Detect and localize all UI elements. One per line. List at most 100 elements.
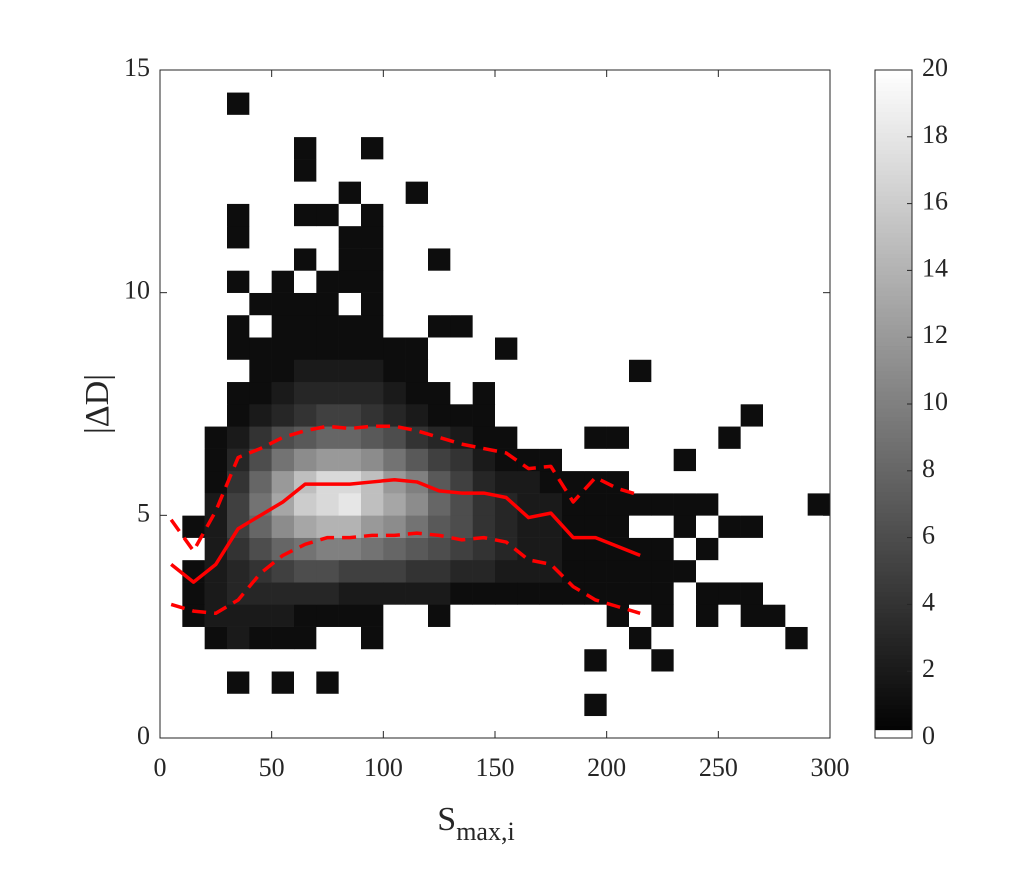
heat-cell (539, 225, 563, 249)
heat-cell (673, 381, 697, 405)
heat-cell (807, 248, 831, 271)
heat-cell (450, 582, 473, 605)
heat-cell (495, 337, 518, 360)
heat-cell (405, 70, 429, 93)
heat-cell (718, 715, 741, 739)
heat-cell (450, 292, 473, 316)
colorbar-step (875, 629, 912, 635)
colorbar-step (875, 516, 912, 522)
heat-cell (562, 136, 585, 160)
heat-cell (316, 582, 339, 605)
heat-cell (450, 314, 473, 338)
heat-cell (673, 314, 697, 338)
heat-cell (249, 270, 272, 293)
heat-cell (763, 159, 786, 182)
heat-cell (204, 337, 228, 360)
heat-cell (495, 248, 518, 271)
heat-cell (696, 248, 719, 271)
colorbar-step (875, 633, 912, 639)
x-tick-label: 250 (699, 753, 738, 782)
heat-cell (361, 493, 384, 516)
heat-cell (428, 693, 451, 717)
heat-cell (785, 693, 808, 717)
heat-cell (428, 292, 451, 316)
heat-cell (249, 337, 272, 360)
heat-cell (562, 181, 585, 204)
heat-cell (361, 404, 384, 427)
heat-cell (785, 136, 808, 160)
heat-cell (584, 604, 607, 627)
colorbar-step (875, 733, 912, 739)
heat-cell (249, 181, 272, 204)
heat-cell (160, 92, 183, 115)
heat-cell (562, 604, 585, 627)
colorbar-step (875, 270, 912, 276)
heat-cell (606, 225, 630, 249)
heat-cell (740, 159, 764, 182)
heat-cell (539, 359, 563, 383)
heat-cell (495, 537, 518, 561)
heat-cell (204, 92, 228, 115)
colorbar-step (875, 216, 912, 221)
heat-cell (740, 648, 764, 672)
heat-cell (517, 314, 540, 338)
heat-cell (227, 582, 250, 605)
colorbar-step (875, 721, 912, 726)
heat-cell (696, 493, 719, 516)
heat-cell (338, 448, 362, 472)
heat-cell (763, 292, 786, 316)
colorbar-step (875, 282, 912, 288)
heat-cell (696, 715, 719, 739)
heat-cell (472, 493, 496, 516)
heat-cell (740, 715, 764, 739)
colorbar-step (875, 312, 912, 317)
heat-cell (160, 515, 183, 538)
heat-cell (227, 314, 250, 338)
heat-cell (160, 604, 183, 627)
colorbar-step (875, 199, 912, 205)
heat-cell (472, 70, 496, 93)
heat-cell (271, 159, 295, 182)
colorbar-step (875, 307, 912, 313)
heat-cell (383, 114, 406, 138)
heat-cell (763, 715, 786, 739)
heat-cell (740, 693, 764, 717)
x-label-main: S (437, 801, 456, 838)
heat-cell (584, 671, 607, 694)
colorbar-step (875, 132, 912, 138)
heat-cell (316, 114, 339, 138)
colorbar-step (875, 149, 912, 154)
heat-cell (249, 114, 272, 138)
colorbar-step (875, 74, 912, 79)
heat-cell (517, 715, 540, 739)
colorbar-step (875, 161, 912, 167)
heat-cell (383, 159, 406, 182)
heat-cell (472, 225, 496, 249)
heat-cell (316, 715, 339, 739)
heat-cell (718, 225, 741, 249)
heat-cell (539, 203, 563, 227)
heat-cell (718, 359, 741, 383)
heat-cell (249, 225, 272, 249)
heat-cell (160, 203, 183, 227)
heat-cell (160, 448, 183, 472)
colorbar-step (875, 191, 912, 196)
colorbar-step (875, 166, 912, 171)
heat-cell (249, 426, 272, 449)
heat-cell (361, 515, 384, 538)
heat-cell (182, 582, 205, 605)
heat-cell (361, 136, 384, 160)
heat-cell (584, 181, 607, 204)
colorbar-step (875, 358, 912, 363)
heat-cell (718, 559, 741, 583)
heat-cell (763, 626, 786, 650)
heat-cell (294, 92, 317, 115)
heat-cell (740, 493, 764, 516)
colorbar-step (875, 153, 912, 159)
heat-cell (405, 648, 429, 672)
heat-cell (718, 426, 741, 449)
heat-cell (629, 114, 652, 138)
heat-cell (450, 626, 473, 650)
heat-cell (562, 671, 585, 694)
heat-cell (629, 203, 652, 227)
